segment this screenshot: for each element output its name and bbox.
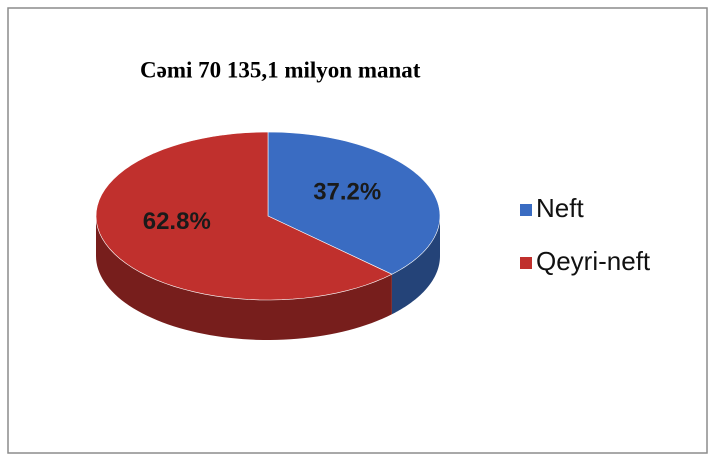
chart-title: Cəmi 70 135,1 milyon manat xyxy=(140,57,421,82)
slice-side xyxy=(391,216,440,315)
legend-label: Neft xyxy=(536,193,584,223)
slice xyxy=(95,131,393,301)
legend-swatch xyxy=(520,204,532,216)
legend-label: Qeyri-neft xyxy=(536,246,651,276)
slice xyxy=(267,131,441,275)
data-label: 62.8% xyxy=(143,208,211,235)
slice-side xyxy=(96,216,392,340)
legend-swatch xyxy=(520,257,532,269)
data-label: 37.2% xyxy=(313,179,381,206)
